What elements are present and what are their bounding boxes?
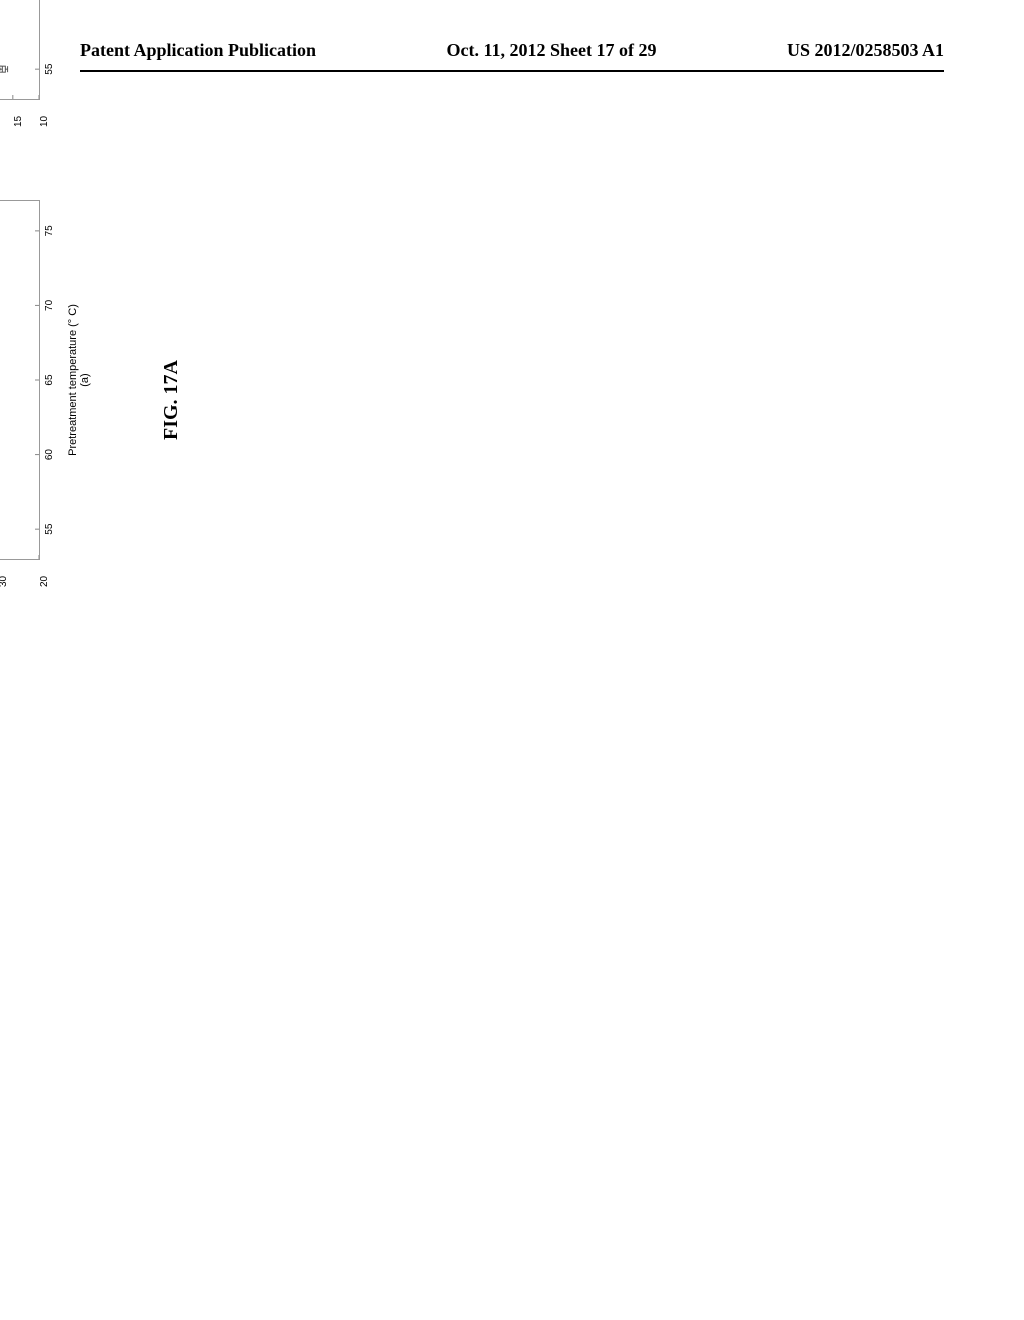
- figure-17a: Glucose yield (% theoretical) AxBTGC.400…: [0, 190, 183, 610]
- subletter-b: (b): [79, 0, 91, 99]
- caption-17a: FIG. 17A: [160, 190, 183, 610]
- header-center: Oct. 11, 2012 Sheet 17 of 29: [447, 40, 657, 61]
- xlabel-a: Pretreatment temperature (° C): [67, 201, 79, 559]
- figures-container: Glucose yield (% theoretical) AxBTGC.400…: [0, 0, 183, 610]
- chart-17b: Xylose yield (% of theoretical) AxBTGC.4…: [0, 0, 90, 150]
- header-right: US 2012/0258503 A1: [787, 40, 944, 61]
- header-rule: [80, 70, 944, 72]
- chart-17a: Glucose yield (% theoretical) AxBTGC.400…: [0, 190, 90, 610]
- plot-area-b: AxBTGC.4000.11EGA/XynA.2242.09.01EGA/Xyn…: [0, 0, 40, 100]
- figure-17b: Xylose yield (% of theoretical) AxBTGC.4…: [0, 0, 183, 150]
- chart-17a-svg: [0, 201, 39, 559]
- plot-area-a: AxBTGC.4000.11EGA/XynA.2242.09.01EGA/Xyn…: [0, 200, 40, 560]
- xlabel-b: Pretreatment temperature (° C): [67, 0, 79, 99]
- caption-17b: FIG.17B: [160, 0, 183, 150]
- chart-17b-svg: [0, 0, 39, 99]
- subletter-a: (a): [79, 201, 91, 559]
